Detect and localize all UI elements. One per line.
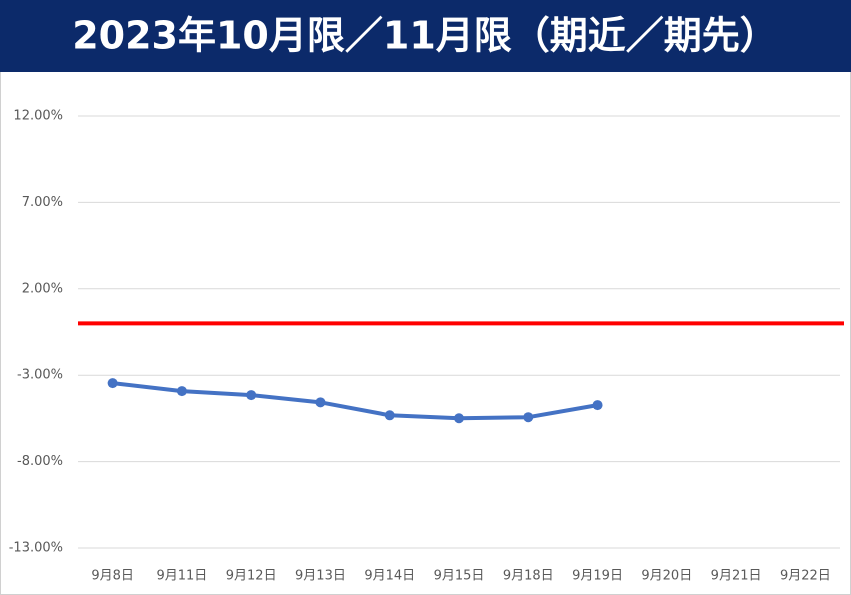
y-tick-label: 2.00%: [22, 281, 63, 296]
data-point: [384, 410, 395, 421]
y-tick-label: -13.00%: [9, 541, 63, 556]
data-point: [246, 390, 257, 401]
x-tick-label: 9月19日: [572, 569, 623, 584]
y-tick-label: -3.00%: [17, 368, 63, 383]
x-tick-label: 9月18日: [503, 569, 554, 584]
x-tick-label: 9月21日: [711, 569, 762, 584]
x-tick-label: 9月13日: [295, 569, 346, 584]
x-tick-label: 9月15日: [434, 569, 485, 584]
data-point: [315, 397, 326, 408]
x-tick-label: 9月8日: [91, 569, 134, 584]
y-tick-label: -8.00%: [17, 454, 63, 469]
data-point: [107, 378, 118, 389]
title-bar: [0, 0, 851, 72]
x-tick-label: 9月12日: [226, 569, 277, 584]
data-point: [592, 400, 603, 411]
data-point: [176, 386, 187, 397]
chart-title: 2023年10月限／11月限（期近／期先）: [72, 14, 778, 58]
x-tick-label: 9月14日: [364, 569, 415, 584]
y-tick-label: 7.00%: [22, 195, 63, 210]
x-tick-label: 9月22日: [780, 569, 831, 584]
y-tick-label: 12.00%: [13, 109, 63, 124]
data-point: [454, 413, 464, 424]
x-tick-label: 9月20日: [641, 569, 692, 584]
series-line: [110, 381, 600, 421]
x-tick-label: 9月11日: [156, 569, 207, 584]
data-point: [523, 412, 534, 423]
